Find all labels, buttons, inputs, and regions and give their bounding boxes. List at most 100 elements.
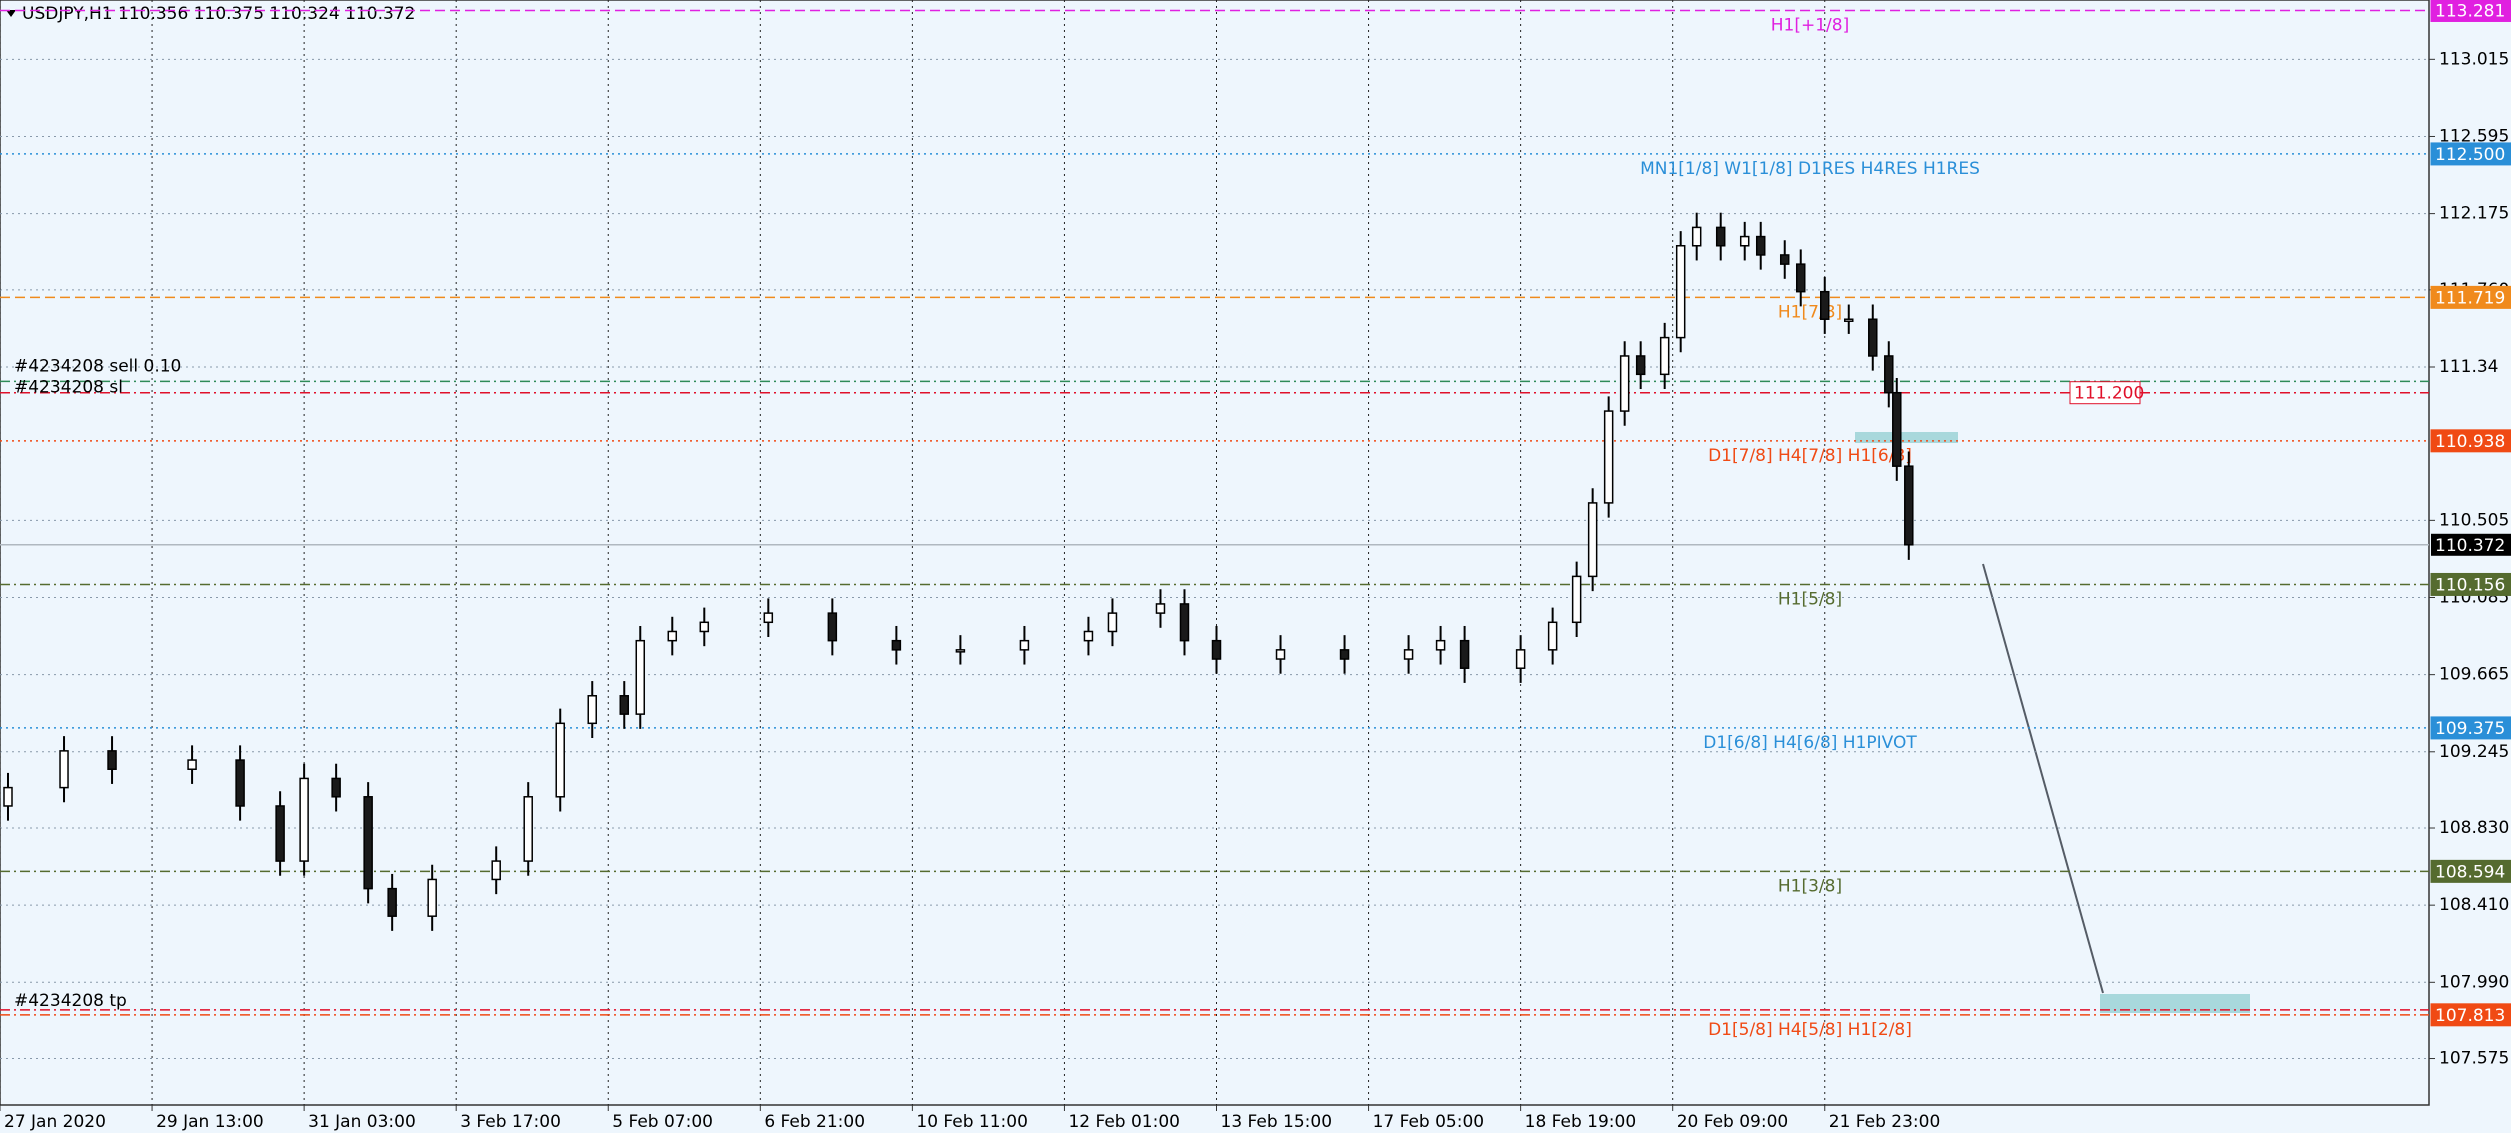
- level-text: D1[5/8] H4[5/8] H1[2/8]: [1708, 1020, 1912, 1040]
- plot-frame: [0, 0, 2430, 1106]
- order-price-label: 111.200: [2074, 384, 2144, 404]
- x-tick-label: 18 Feb 19:00: [1525, 1112, 1637, 1132]
- y-tick-label: 109.665: [2439, 665, 2509, 685]
- level-text: H1[3/8]: [1778, 876, 1842, 896]
- y-tick-label: 112.595: [2439, 126, 2509, 146]
- candle-body: [107, 750, 117, 770]
- candle-body: [1587, 502, 1598, 578]
- y-tick-label: 107.575: [2439, 1049, 2509, 1069]
- candle-body: [1820, 290, 1830, 320]
- price-box: [2430, 429, 2511, 453]
- y-tick-label: 112.175: [2439, 204, 2509, 224]
- candle-body: [1459, 639, 1470, 669]
- level-text: H1[5/8]: [1778, 589, 1842, 609]
- candle-body: [635, 639, 646, 715]
- price-box-label: 108.594: [2435, 862, 2505, 882]
- candle-body: [523, 796, 533, 862]
- level-text: D1[7/8] H4[7/8] H1[6/8]: [1708, 446, 1912, 466]
- candle-body: [1892, 391, 1902, 467]
- candle-body: [275, 805, 285, 862]
- candle-body: [235, 759, 245, 807]
- level-text: H1[7/8]: [1778, 302, 1842, 322]
- y-tick-label: 107.990: [2439, 972, 2509, 992]
- candle-body: [187, 759, 197, 770]
- x-tick-label: 20 Feb 09:00: [1677, 1112, 1789, 1132]
- order-text: #4234208 sl: [14, 378, 123, 398]
- price-box-label: 111.719: [2435, 288, 2505, 308]
- candle-body: [619, 695, 630, 715]
- candle-body: [1603, 410, 1614, 504]
- symbol-header: USDJPY,H1 110.356 110.375 110.324 110.37…: [22, 4, 415, 24]
- x-tick-label: 6 Feb 21:00: [764, 1112, 865, 1132]
- level-text: MN1[1/8] W1[1/8] D1RES H4RES H1RES: [1640, 159, 1980, 179]
- candle-body: [763, 612, 774, 624]
- candle-body: [1904, 465, 1914, 546]
- price-box-label: 113.281: [2435, 1, 2505, 21]
- candle-body: [555, 722, 565, 798]
- price-box-label: 109.375: [2435, 719, 2505, 739]
- order-text: #4234208 tp: [14, 991, 127, 1011]
- candle-body: [1435, 639, 1446, 651]
- candle-body: [1659, 336, 1670, 376]
- candle-body: [1635, 355, 1646, 376]
- order-price-box: [2069, 381, 2141, 405]
- order-text: #4234208 sell 0.10: [14, 356, 181, 376]
- candle-body: [1403, 649, 1414, 660]
- level-text: H1[+1/8]: [1771, 15, 1849, 35]
- candle-body: [299, 777, 309, 862]
- y-tick-label: 111.34: [2439, 357, 2498, 377]
- candle-body: [1675, 245, 1686, 339]
- price-box: [2430, 285, 2511, 309]
- candle-body: [3, 786, 13, 807]
- x-tick-label: 5 Feb 07:00: [612, 1112, 713, 1132]
- price-box: [2430, 572, 2511, 596]
- x-tick-label: 17 Feb 05:00: [1373, 1112, 1485, 1132]
- x-tick-label: 3 Feb 17:00: [460, 1112, 561, 1132]
- level-text: D1[6/8] H4[6/8] H1PIVOT: [1703, 733, 1917, 753]
- candle-body: [1755, 235, 1766, 256]
- candle-body: [427, 878, 437, 917]
- price-box: [2430, 1003, 2511, 1027]
- price-box-label: 110.938: [2435, 432, 2505, 452]
- candle-body: [1155, 603, 1166, 614]
- candle-body: [827, 612, 838, 642]
- candle-body: [587, 695, 597, 725]
- candle-body: [1844, 318, 1854, 322]
- x-tick-label: 27 Jan 2020: [4, 1112, 106, 1132]
- current-price-label: 110.372: [2435, 536, 2505, 556]
- candle-body: [1739, 235, 1750, 247]
- y-tick-label: 108.830: [2439, 818, 2509, 838]
- candle-body: [667, 630, 678, 642]
- current-price-box: [2431, 533, 2511, 556]
- price-box: [2430, 859, 2511, 883]
- x-tick-label: 29 Jan 13:00: [156, 1112, 264, 1132]
- candle-body: [363, 796, 373, 890]
- entry-zone: [1855, 432, 1958, 443]
- candle-body: [1547, 621, 1558, 651]
- candle-body: [491, 860, 501, 881]
- candle-body: [1211, 639, 1222, 660]
- menu-triangle[interactable]: [6, 10, 16, 17]
- y-tick-label: 108.410: [2439, 895, 2509, 915]
- target-zone: [2100, 994, 2250, 1013]
- candle-body: [891, 639, 902, 651]
- x-tick-label: 10 Feb 11:00: [916, 1112, 1028, 1132]
- projection-line: [1982, 563, 2104, 994]
- candle-body: [1571, 575, 1582, 624]
- candle-body: [1795, 263, 1806, 293]
- candle-body: [1107, 612, 1118, 633]
- candle-body: [1275, 649, 1286, 660]
- candle-body: [1715, 226, 1726, 247]
- candle-body: [331, 777, 341, 798]
- x-tick-label: 13 Feb 15:00: [1221, 1112, 1333, 1132]
- candle-body: [1691, 226, 1702, 247]
- y-tick-label: 109.245: [2439, 742, 2509, 762]
- candle-body: [1619, 355, 1630, 412]
- candle-body: [1884, 355, 1894, 394]
- candle-body: [1868, 318, 1878, 357]
- x-tick-label: 21 Feb 23:00: [1829, 1112, 1941, 1132]
- price-box: [2430, 0, 2511, 22]
- x-tick-label: 31 Jan 03:00: [308, 1112, 416, 1132]
